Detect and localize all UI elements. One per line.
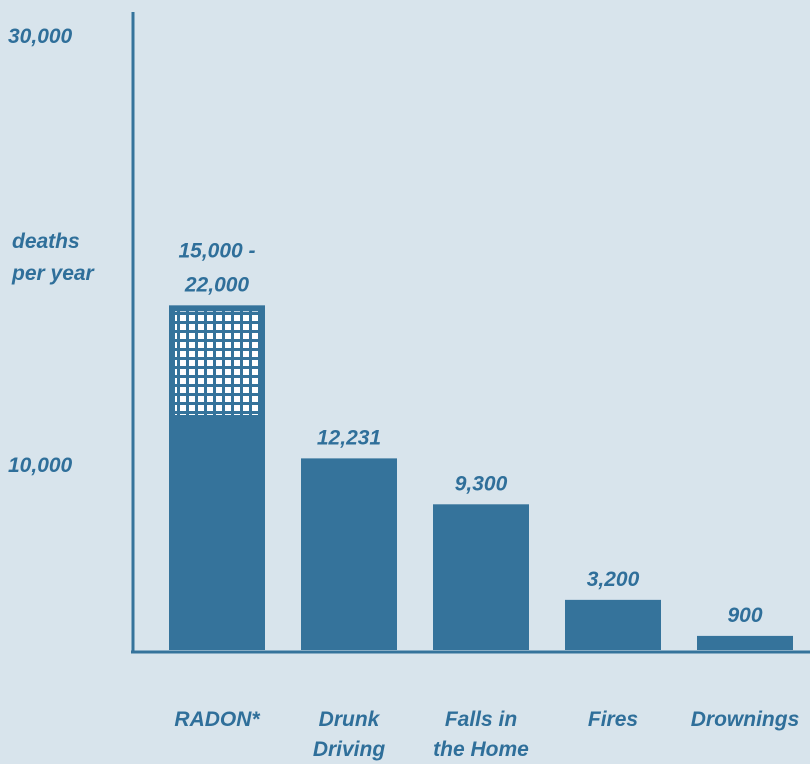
y-axis-label-line-2: per year	[11, 262, 96, 285]
bar-drunk-driving	[301, 458, 397, 650]
value-label-falls-in-the-home: 9,300	[455, 472, 508, 495]
category-label-falls-in-the-home-line-2: the Home	[433, 738, 529, 761]
value-label-fires: 3,200	[587, 568, 640, 591]
y-axis-label-line-1: deaths	[12, 230, 80, 253]
value-label-drunk-driving: 12,231	[317, 426, 381, 449]
y-tick-30000: 30,000	[8, 25, 73, 48]
category-label-fires: Fires	[588, 708, 638, 731]
bar-drownings	[697, 635, 793, 650]
category-label-drunk-driving-line-2: Driving	[313, 738, 386, 761]
value-label-radon-line-2: 22,000	[184, 273, 250, 296]
y-tick-10000: 10,000	[8, 454, 73, 477]
category-label-radon: RADON*	[174, 708, 260, 731]
bar-radon-range-grid	[175, 311, 259, 415]
bar-radon	[169, 415, 265, 650]
bar-falls-in-the-home	[433, 504, 529, 650]
category-label-drownings: Drownings	[691, 708, 800, 731]
value-label-drownings: 900	[727, 604, 762, 627]
category-label-falls-in-the-home-line-1: Falls in	[445, 708, 517, 731]
category-label-drunk-driving-line-1: Drunk	[319, 708, 381, 731]
value-label-radon-line-1: 15,000 -	[178, 239, 255, 262]
bar-fires	[565, 599, 661, 650]
